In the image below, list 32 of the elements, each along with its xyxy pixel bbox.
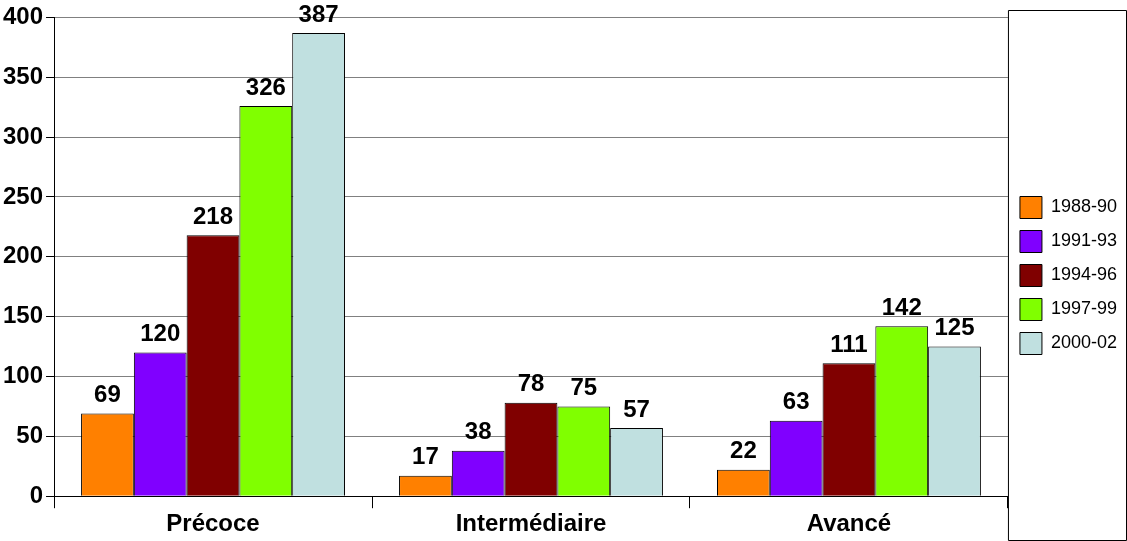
data-label: 125 xyxy=(934,313,975,341)
data-label: 63 xyxy=(782,387,810,415)
legend-label: 2000-02 xyxy=(1050,332,1117,353)
y-tick-label: 0 xyxy=(29,480,44,508)
data-label: 120 xyxy=(140,319,181,347)
y-tick-label: 50 xyxy=(16,420,44,448)
y-tick-label: 400 xyxy=(3,2,44,30)
y-tick-label: 300 xyxy=(3,121,44,149)
x-tick-label: Avancé xyxy=(806,509,892,537)
data-label: 38 xyxy=(464,417,492,445)
data-label: 326 xyxy=(245,72,286,100)
data-label: 387 xyxy=(298,0,339,27)
legend-label: 1997-99 xyxy=(1050,298,1117,319)
x-tick-label: Intermédiaire xyxy=(455,509,607,537)
data-label: 69 xyxy=(94,380,121,408)
data-label: 142 xyxy=(881,292,922,320)
legend-label: 1994-96 xyxy=(1050,264,1117,285)
data-label: 22 xyxy=(730,436,757,464)
data-label: 57 xyxy=(623,394,650,422)
y-tick-label: 100 xyxy=(3,361,44,389)
data-label: 111 xyxy=(830,329,868,357)
y-tick-label: 350 xyxy=(3,61,44,89)
data-label: 17 xyxy=(412,442,439,470)
y-tick-label: 250 xyxy=(3,181,44,209)
x-tick-label: Précoce xyxy=(166,509,260,537)
y-tick-label: 200 xyxy=(3,241,44,269)
y-tick-label: 150 xyxy=(3,301,44,329)
data-label: 218 xyxy=(193,201,234,229)
data-label: 78 xyxy=(517,369,545,397)
data-label: 75 xyxy=(570,373,598,401)
legend-label: 1991-93 xyxy=(1050,230,1117,251)
legend-label: 1988-90 xyxy=(1050,196,1117,217)
